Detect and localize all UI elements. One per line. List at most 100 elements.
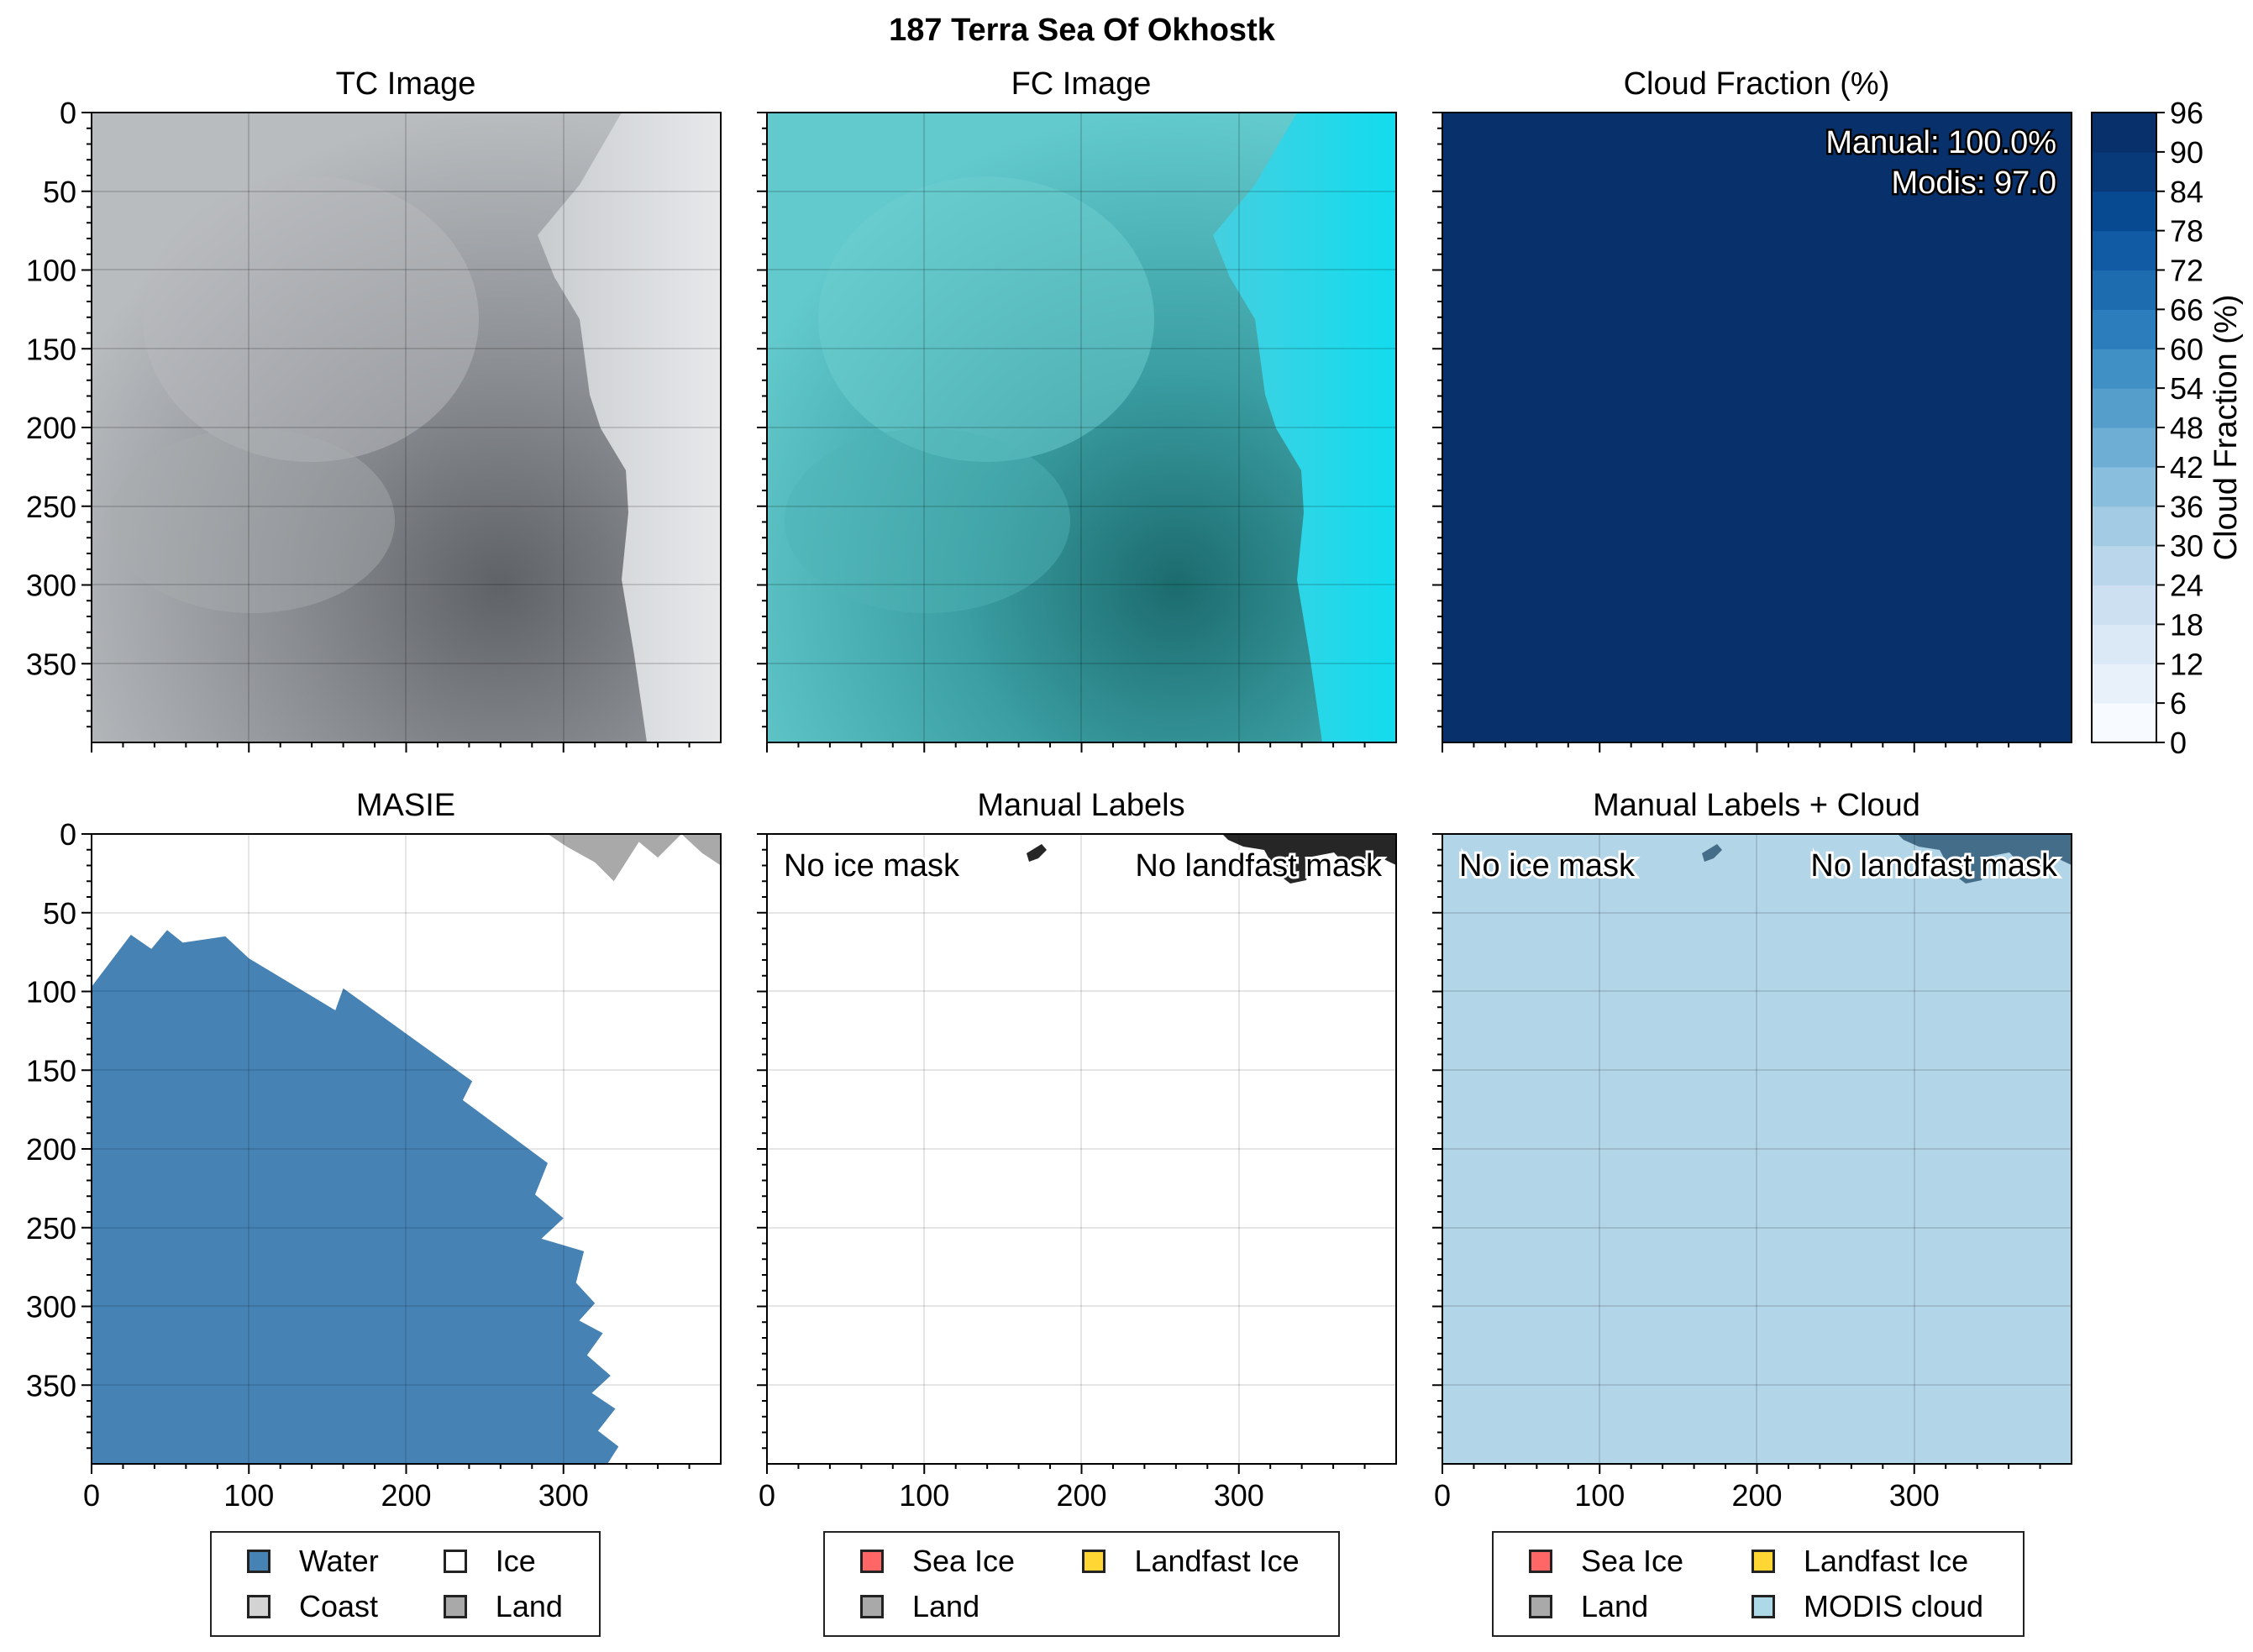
- modis-cloud-field: [1442, 834, 2072, 1464]
- manual-cloud-annotation: Manual: 100.0%: [1825, 125, 2056, 160]
- colorbar-tick-label: 90: [2170, 135, 2203, 170]
- land-swatch: [860, 1595, 884, 1618]
- masie-grid: [92, 834, 721, 1464]
- legend-item-coast: Coast: [247, 1588, 400, 1625]
- tc-grid: [92, 113, 721, 742]
- legend-label: Sea Ice: [1581, 1544, 1684, 1578]
- legend-label: Landfast Ice: [1804, 1544, 1969, 1578]
- tc-cloud-swirl: [143, 176, 479, 462]
- colorbar-segment: [2092, 270, 2156, 310]
- modis-cloud-annotation: Modis: 97.0: [1892, 165, 2056, 201]
- manual-cloud-land-islet: [1702, 844, 1722, 862]
- colorbar-segment: [2092, 309, 2156, 349]
- colorbar-tick-label: 78: [2170, 214, 2203, 249]
- water-swatch: [247, 1550, 270, 1573]
- cloud-title: Cloud Fraction (%): [1624, 66, 1890, 102]
- fc-image-panel: [766, 112, 1397, 743]
- manual-land-islet: [1027, 844, 1047, 862]
- x-tick-label: 0: [759, 1478, 775, 1513]
- x-tick-label: 200: [1731, 1478, 1782, 1513]
- legend-item-land: Land: [1529, 1588, 1708, 1625]
- manual-grid: [767, 834, 1396, 1464]
- colorbar-tick-label: 96: [2170, 96, 2203, 130]
- colorbar-tick-label: 18: [2170, 607, 2203, 642]
- x-tick-label: 100: [1574, 1478, 1625, 1513]
- sea-ice-swatch: [860, 1550, 884, 1573]
- masie-water-region: [92, 930, 619, 1464]
- fc-bright-region: [1213, 113, 1396, 742]
- x-tick-label: 0: [1434, 1478, 1451, 1513]
- legend-label: Coast: [299, 1589, 379, 1623]
- colorbar-tick-label: 48: [2170, 411, 2203, 445]
- y-tick-label: 250: [26, 1211, 76, 1246]
- x-tick-label: 100: [223, 1478, 274, 1513]
- legend-item-land: Land: [860, 1588, 1038, 1625]
- colorbar-label: Cloud Fraction (%): [2208, 295, 2244, 561]
- ice-swatch: [443, 1550, 467, 1573]
- colorbar-segment: [2092, 663, 2156, 704]
- manual-cloud-title: Manual Labels + Cloud: [1593, 788, 1920, 823]
- colorbar-tick-label: 24: [2170, 569, 2203, 603]
- y-tick-label: 300: [26, 1290, 76, 1324]
- colorbar-tick-label: 30: [2170, 529, 2203, 564]
- legend-label: Land: [912, 1589, 980, 1623]
- colorbar-tick-label: 12: [2170, 647, 2203, 681]
- x-tick-label: 200: [1056, 1478, 1106, 1513]
- land-swatch: [1529, 1595, 1552, 1618]
- tc-title: TC Image: [336, 66, 476, 102]
- masie-land-region: [548, 834, 721, 882]
- colorbar-segment: [2092, 230, 2156, 271]
- land-swatch: [443, 1595, 467, 1618]
- legend-item-landfast-ice: Landfast Ice: [1751, 1543, 2008, 1580]
- y-tick-label: 150: [26, 1053, 76, 1088]
- legend-item-water: Water: [247, 1543, 400, 1580]
- landfast-ice-swatch: [1751, 1550, 1775, 1573]
- suptitle: 187 Terra Sea Of Okhostk: [889, 13, 1276, 48]
- colorbar-segment: [2092, 506, 2156, 547]
- fc-grid: [767, 113, 1396, 742]
- y-tick-label: 350: [26, 647, 76, 681]
- y-tick-label: 0: [60, 96, 76, 130]
- colorbar-tick-label: 0: [2170, 726, 2187, 760]
- x-tick-label: 0: [83, 1478, 100, 1513]
- colorbar-tick-label: 6: [2170, 686, 2187, 721]
- tc-cloud-swirl: [109, 428, 395, 613]
- fc-cloud-swirl: [818, 176, 1154, 462]
- colorbar-tick-label: 66: [2170, 292, 2203, 327]
- axes-ticks: 0 50 100 150 200 250 300 350 0 50 100 150 200 250 300 3…: [26, 96, 2041, 1513]
- colorbar-segment: [2092, 191, 2156, 232]
- landfast-ice-swatch: [1082, 1550, 1106, 1573]
- masie-panel: [91, 833, 722, 1465]
- x-tick-label: 200: [381, 1478, 431, 1513]
- colorbar-segment: [2092, 151, 2156, 192]
- legend-item-modis-cloud: MODIS cloud: [1751, 1588, 2008, 1625]
- manual-cloud-land-patch: [1898, 834, 2072, 884]
- y-tick-label: 250: [26, 490, 76, 524]
- legend-item-landfast-ice: Landfast Ice: [1082, 1543, 1323, 1580]
- modis-cloud-swatch: [1751, 1595, 1775, 1618]
- manual-cloud-panel: No ice mask No landfast mask: [1442, 833, 2072, 1465]
- legend-item-ice: Ice: [443, 1543, 584, 1580]
- colorbar-segment: [2092, 427, 2156, 468]
- y-tick-label: 150: [26, 332, 76, 366]
- manual-cloud-grid: [1442, 834, 2072, 1464]
- legend-item-sea-ice: Sea Ice: [1529, 1543, 1708, 1580]
- legend-label: MODIS cloud: [1804, 1589, 1984, 1623]
- colorbar-tick-label: 84: [2170, 175, 2203, 209]
- legend-label: Ice: [495, 1544, 536, 1578]
- y-tick-label: 50: [43, 896, 76, 931]
- x-tick-label: 300: [1889, 1478, 1940, 1513]
- manual-cloud-legend: Sea Ice Landfast Ice Land MODIS cloud: [1492, 1531, 2025, 1637]
- no-ice-mask-text: No ice mask: [784, 848, 960, 884]
- coast-swatch: [247, 1595, 270, 1618]
- fc-cloud-swirl: [785, 428, 1070, 613]
- legend-label: Sea Ice: [912, 1544, 1016, 1578]
- x-tick-label: 300: [538, 1478, 589, 1513]
- manual-title: Manual Labels: [977, 788, 1184, 823]
- tc-bright-region: [538, 113, 721, 742]
- colorbar-tick-label: 54: [2170, 371, 2203, 406]
- manual-labels-panel: No ice mask No landfast mask: [766, 833, 1397, 1465]
- fc-title: FC Image: [1011, 66, 1152, 102]
- legend-item-sea-ice: Sea Ice: [860, 1543, 1038, 1580]
